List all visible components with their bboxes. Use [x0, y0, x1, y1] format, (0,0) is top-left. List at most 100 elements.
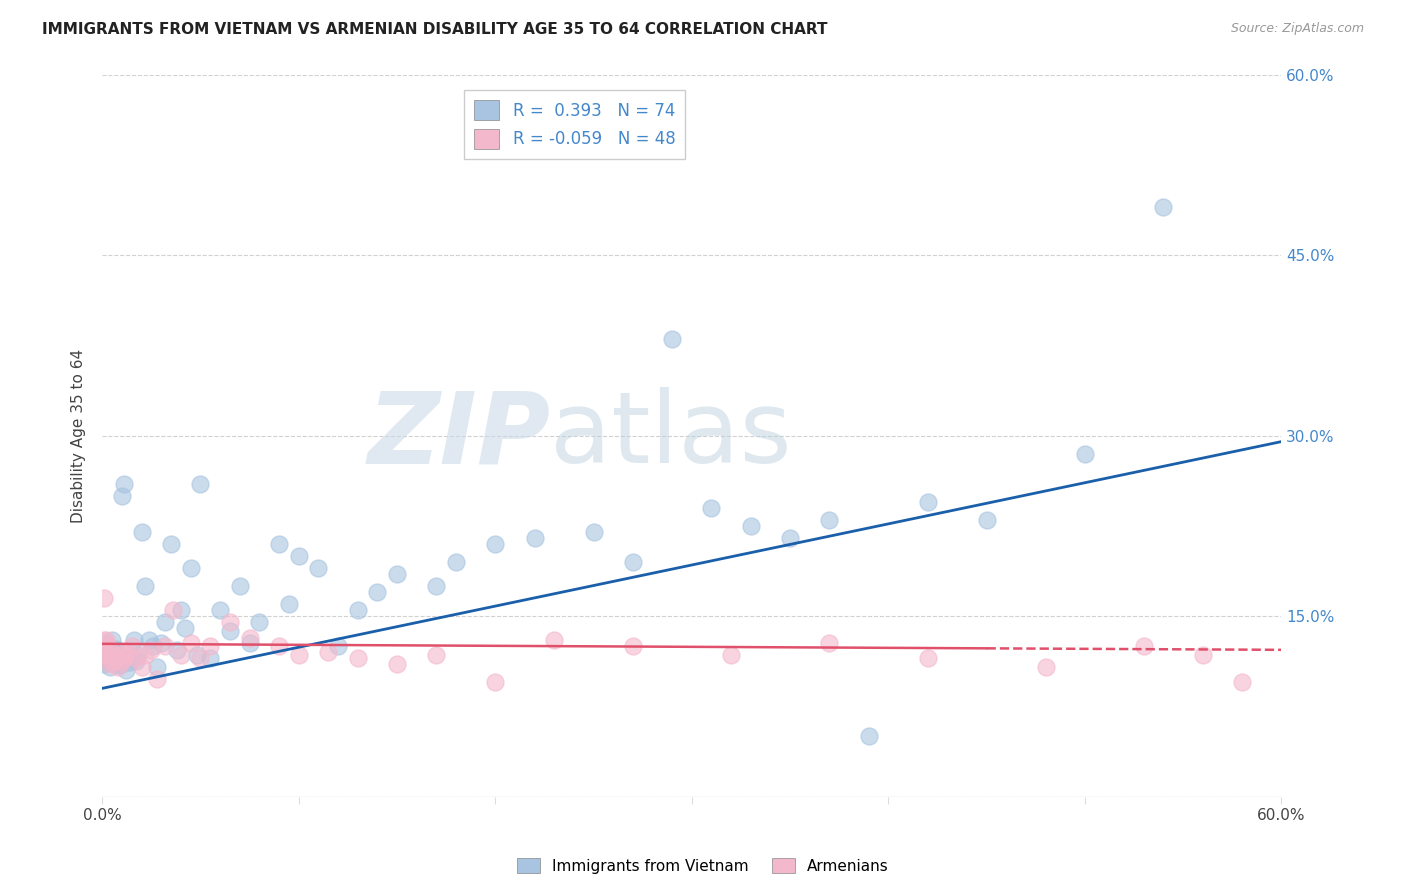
Point	[249, 615, 271, 629]
Point	[153, 615, 176, 629]
Point	[94, 648, 117, 662]
Point	[118, 655, 141, 669]
Point	[366, 585, 388, 599]
Point	[239, 631, 262, 645]
Point	[818, 513, 841, 527]
Point	[180, 635, 202, 649]
Point	[112, 476, 135, 491]
Point	[425, 648, 447, 662]
Point	[700, 500, 723, 515]
Point	[94, 643, 117, 657]
Point	[111, 489, 134, 503]
Point	[1133, 639, 1156, 653]
Point	[94, 648, 117, 662]
Point	[97, 639, 120, 653]
Point	[134, 648, 156, 662]
Text: ZIP: ZIP	[367, 387, 550, 484]
Point	[219, 624, 242, 638]
Point	[200, 651, 222, 665]
Point	[124, 654, 146, 668]
Point	[107, 658, 129, 673]
Point	[98, 657, 121, 672]
Point	[779, 531, 801, 545]
Point	[114, 645, 136, 659]
Point	[98, 659, 121, 673]
Point	[484, 675, 506, 690]
Point	[141, 643, 163, 657]
Point	[346, 603, 368, 617]
Point	[104, 641, 127, 656]
Text: IMMIGRANTS FROM VIETNAM VS ARMENIAN DISABILITY AGE 35 TO 64 CORRELATION CHART: IMMIGRANTS FROM VIETNAM VS ARMENIAN DISA…	[42, 22, 828, 37]
Point	[190, 651, 212, 665]
Point	[200, 639, 222, 653]
Point	[101, 645, 124, 659]
Point	[582, 524, 605, 539]
Point	[162, 603, 184, 617]
Point	[103, 654, 125, 668]
Point	[93, 591, 115, 605]
Point	[180, 561, 202, 575]
Point	[444, 555, 467, 569]
Point	[103, 645, 125, 659]
Point	[209, 603, 232, 617]
Point	[111, 655, 134, 669]
Point	[621, 555, 644, 569]
Point	[121, 639, 143, 653]
Point	[425, 579, 447, 593]
Point	[108, 648, 131, 662]
Point	[917, 651, 939, 665]
Point	[97, 643, 120, 657]
Point	[97, 655, 120, 669]
Point	[1191, 648, 1213, 662]
Point	[346, 651, 368, 665]
Text: Source: ZipAtlas.com: Source: ZipAtlas.com	[1230, 22, 1364, 36]
Point	[267, 537, 290, 551]
Point	[818, 635, 841, 649]
Point	[121, 650, 143, 665]
Point	[98, 648, 121, 662]
Point	[326, 639, 349, 653]
Point	[173, 621, 195, 635]
Point	[104, 648, 127, 663]
Point	[239, 635, 262, 649]
Point	[976, 513, 998, 527]
Point	[108, 652, 131, 666]
Point	[108, 648, 131, 662]
Point	[94, 651, 117, 665]
Point	[117, 651, 139, 665]
Point	[101, 633, 124, 648]
Y-axis label: Disability Age 35 to 64: Disability Age 35 to 64	[72, 349, 86, 523]
Point	[93, 635, 115, 649]
Point	[160, 537, 183, 551]
Point	[484, 537, 506, 551]
Point	[621, 639, 644, 653]
Point	[219, 615, 242, 629]
Point	[142, 639, 165, 653]
Point	[98, 644, 121, 658]
Point	[97, 639, 120, 653]
Point	[94, 633, 117, 648]
Point	[1153, 200, 1175, 214]
Point	[1035, 659, 1057, 673]
Point	[316, 645, 339, 659]
Point	[134, 579, 156, 593]
Point	[114, 663, 136, 677]
Point	[523, 531, 546, 545]
Legend: R =  0.393   N = 74, R = -0.059   N = 48: R = 0.393 N = 74, R = -0.059 N = 48	[464, 90, 685, 159]
Point	[138, 633, 160, 648]
Point	[661, 332, 683, 346]
Point	[740, 519, 762, 533]
Point	[104, 651, 127, 665]
Point	[170, 603, 193, 617]
Point	[101, 655, 124, 669]
Point	[131, 659, 153, 673]
Point	[127, 648, 149, 662]
Point	[170, 648, 193, 662]
Point	[543, 633, 565, 648]
Point	[107, 659, 129, 673]
Point	[277, 597, 299, 611]
Point	[917, 495, 939, 509]
Point	[153, 639, 176, 653]
Point	[166, 643, 188, 657]
Point	[111, 657, 134, 672]
